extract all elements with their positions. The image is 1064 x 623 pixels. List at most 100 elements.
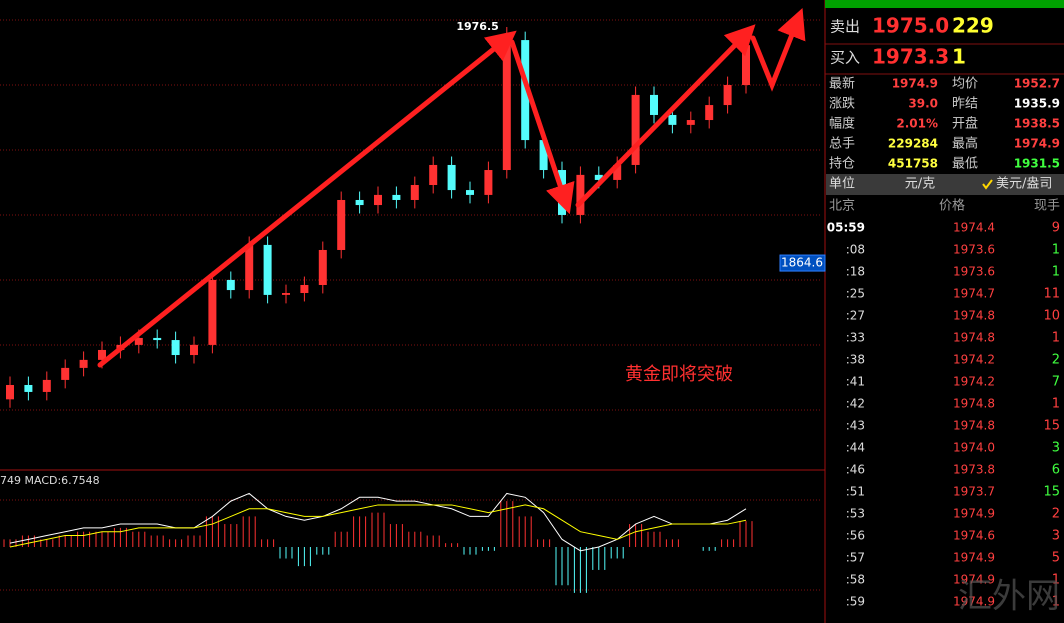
trade-price: 1974.8 [953, 309, 995, 323]
candle-body [24, 384, 33, 392]
trade-time: :27 [846, 309, 865, 323]
quote-label: 幅度 [829, 116, 855, 132]
candle-body [484, 170, 493, 195]
trade-time: :56 [846, 529, 865, 543]
trade-volume: 1 [1052, 265, 1060, 280]
candle-body [61, 367, 70, 380]
trade-price: 1974.8 [953, 331, 995, 345]
trade-price: 1973.6 [953, 265, 995, 279]
quote-value: 1935.9 [1014, 97, 1060, 111]
candle-body [613, 164, 622, 180]
trade-price: 1974.4 [953, 221, 995, 235]
quote-value: 229284 [888, 137, 938, 151]
trade-price: 1974.2 [953, 353, 995, 367]
candle-body [171, 340, 180, 356]
quote-value: 1974.9 [1014, 137, 1060, 151]
trade-volume: 10 [1043, 309, 1060, 324]
trade-time: :57 [846, 551, 865, 565]
candle-body [190, 344, 198, 356]
quote-value: 451758 [888, 157, 938, 171]
unit-label: 单位 [829, 177, 855, 192]
price-marker: 1864.6 [781, 256, 823, 270]
trade-volume: 3 [1052, 441, 1060, 456]
quote-value: 1938.5 [1014, 117, 1060, 131]
buy-label: 买入 [830, 49, 860, 67]
peak-label: 1976.5 [456, 20, 498, 33]
candle-body [98, 349, 106, 360]
candle-body [723, 85, 732, 106]
trade-volume: 9 [1052, 221, 1060, 236]
candle-body [576, 174, 585, 215]
trade-volume: 2 [1052, 353, 1060, 368]
trade-volume: 5 [1052, 551, 1060, 566]
trade-price: 1973.7 [953, 485, 995, 499]
candle-body [668, 114, 677, 125]
candle-body [6, 384, 14, 400]
trade-time: 05:59 [827, 221, 865, 235]
quote-value: 1931.5 [1014, 157, 1060, 171]
trade-price: 1974.9 [953, 551, 995, 565]
candle-body [705, 105, 714, 121]
quote-label: 昨结 [952, 97, 978, 112]
candle-body [134, 337, 143, 345]
candle-body [539, 140, 548, 171]
trade-time: :18 [846, 265, 865, 279]
quote-label: 涨跌 [829, 96, 855, 112]
trade-price: 1974.7 [953, 287, 995, 301]
macd-dea-line [9, 504, 747, 548]
trade-volume: 1 [1052, 243, 1060, 258]
candle-body [226, 279, 235, 291]
trade-price: 1973.8 [953, 463, 995, 477]
unit-option[interactable]: 美元/盎司 [996, 177, 1052, 192]
candle-body [650, 94, 658, 115]
trade-volume: 7 [1052, 375, 1060, 390]
buy-price: 1973.3 [872, 45, 949, 69]
trade-time: :44 [846, 441, 865, 455]
trade-time: :33 [846, 331, 865, 345]
quote-label: 持仓 [829, 157, 855, 172]
candle-body [282, 293, 290, 295]
candle-body [521, 40, 530, 141]
trade-price: 1974.2 [953, 375, 995, 389]
trade-volume: 1 [1052, 595, 1060, 610]
sell-label: 卖出 [830, 18, 860, 36]
buy-volume: 1 [952, 45, 966, 69]
candle-body [355, 199, 364, 206]
trade-header: 价格 [939, 198, 965, 214]
quote-value: 1974.9 [892, 77, 938, 91]
trade-volume: 15 [1043, 485, 1060, 500]
trade-volume: 1 [1052, 397, 1060, 412]
candle-body [318, 249, 327, 285]
trade-price: 1974.9 [953, 595, 995, 609]
annotation: 黄金即将突破 [625, 364, 733, 385]
candle-body [300, 284, 309, 294]
trade-volume: 3 [1052, 529, 1060, 544]
trade-price: 1974.0 [953, 441, 995, 455]
candle-body [631, 94, 640, 165]
trade-time: :58 [846, 573, 865, 587]
candle-body [392, 194, 401, 200]
trade-time: :41 [846, 375, 865, 389]
trade-time: :46 [846, 463, 865, 477]
sell-price: 1975.0 [872, 14, 949, 38]
trade-price: 1974.8 [953, 397, 995, 411]
candles: 1976.5 1864.6 [6, 20, 826, 408]
trade-volume: 2 [1052, 507, 1060, 522]
candle-body [42, 379, 51, 392]
quote-value: 2.01% [896, 117, 938, 131]
candle-body [374, 194, 382, 206]
macd-label: 749 MACD:6.7548 [0, 474, 100, 487]
trade-header: 北京 [829, 199, 855, 214]
candle-body [153, 337, 162, 341]
quote-label: 总手 [829, 137, 855, 152]
trade-header: 现手 [1034, 199, 1060, 214]
price-grid [0, 19, 822, 591]
macd-panel [3, 492, 753, 593]
trade-volume: 1 [1052, 331, 1060, 346]
price-marker-bg [779, 254, 826, 272]
unit-value: 元/克 [905, 177, 935, 192]
